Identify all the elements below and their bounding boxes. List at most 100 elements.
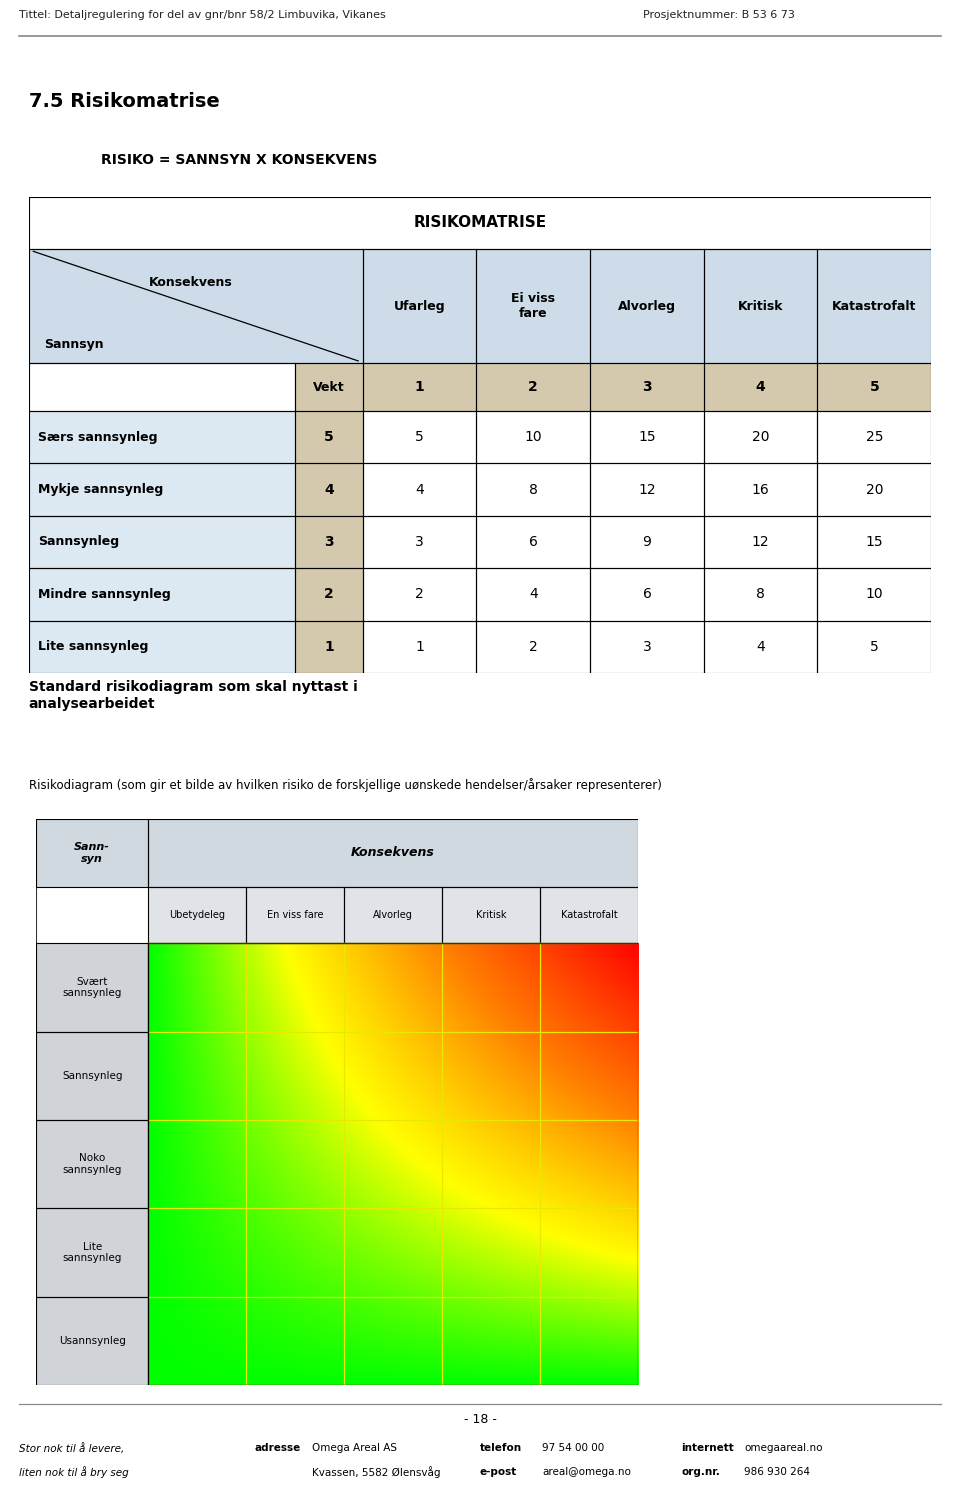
- Text: Mykje sannsynleg: Mykje sannsynleg: [37, 482, 163, 496]
- Bar: [363, 363, 476, 411]
- Text: RISIKOMATRISE: RISIKOMATRISE: [414, 216, 546, 231]
- Text: Konsekvens: Konsekvens: [150, 275, 233, 289]
- Text: 12: 12: [638, 482, 656, 497]
- Bar: [295, 363, 363, 411]
- Text: Alvorleg: Alvorleg: [618, 299, 676, 313]
- Text: 97 54 00 00: 97 54 00 00: [542, 1443, 605, 1453]
- Text: Noko
sannsynleg: Noko sannsynleg: [62, 1154, 122, 1175]
- Text: 3: 3: [642, 380, 652, 395]
- Text: 2: 2: [324, 587, 334, 602]
- Bar: [36, 1208, 148, 1297]
- Bar: [476, 411, 590, 463]
- Bar: [704, 569, 818, 621]
- Bar: [590, 411, 704, 463]
- Bar: [295, 621, 363, 673]
- Text: 9: 9: [642, 535, 652, 549]
- Bar: [704, 463, 818, 515]
- Text: 4: 4: [415, 482, 424, 497]
- Bar: [295, 411, 363, 463]
- Bar: [476, 249, 590, 363]
- Text: 1: 1: [415, 640, 424, 654]
- Text: 3: 3: [324, 535, 334, 549]
- Text: 5: 5: [324, 430, 334, 444]
- Text: Vekt: Vekt: [313, 381, 345, 393]
- Text: Svært
sannsynleg: Svært sannsynleg: [62, 977, 122, 998]
- Text: Lite sannsynleg: Lite sannsynleg: [37, 640, 148, 654]
- Text: adresse: adresse: [254, 1443, 300, 1453]
- Bar: [590, 463, 704, 515]
- Text: Prosjektnummer: B 53 6 73: Prosjektnummer: B 53 6 73: [643, 10, 795, 21]
- Bar: [29, 197, 931, 249]
- Text: 1: 1: [415, 380, 424, 395]
- Text: Sannsyn: Sannsyn: [44, 338, 104, 351]
- Bar: [295, 515, 363, 569]
- Bar: [476, 569, 590, 621]
- Bar: [36, 1120, 148, 1208]
- Text: 4: 4: [529, 587, 538, 602]
- Bar: [540, 887, 638, 944]
- Bar: [704, 249, 818, 363]
- Bar: [590, 363, 704, 411]
- Text: Stor nok til å levere,: Stor nok til å levere,: [19, 1443, 125, 1453]
- Bar: [36, 944, 148, 1032]
- Bar: [148, 819, 638, 887]
- Bar: [363, 411, 476, 463]
- Text: 20: 20: [752, 430, 769, 444]
- Bar: [590, 249, 704, 363]
- Text: Risikodiagram (som gir et bilde av hvilken risiko de forskjellige uønskede hende: Risikodiagram (som gir et bilde av hvilk…: [29, 779, 661, 792]
- Bar: [704, 621, 818, 673]
- Text: 2: 2: [529, 640, 538, 654]
- Bar: [363, 515, 476, 569]
- Text: 986 930 264: 986 930 264: [744, 1467, 810, 1477]
- Bar: [818, 515, 931, 569]
- Text: internett: internett: [682, 1443, 734, 1453]
- Text: Sannsynleg: Sannsynleg: [37, 536, 119, 548]
- Bar: [476, 463, 590, 515]
- Bar: [704, 411, 818, 463]
- Bar: [29, 621, 295, 673]
- Text: 1: 1: [324, 640, 334, 654]
- Text: 10: 10: [866, 587, 883, 602]
- Text: 20: 20: [866, 482, 883, 497]
- Text: 2: 2: [528, 380, 539, 395]
- Bar: [818, 249, 931, 363]
- Text: org.nr.: org.nr.: [682, 1467, 720, 1477]
- Text: areal@omega.no: areal@omega.no: [542, 1467, 632, 1477]
- Text: 5: 5: [870, 380, 879, 395]
- Text: - 18 -: - 18 -: [464, 1413, 496, 1426]
- Bar: [363, 569, 476, 621]
- Text: RISIKO = SANNSYN X KONSEKVENS: RISIKO = SANNSYN X KONSEKVENS: [101, 153, 377, 167]
- Text: Tittel: Detaljregulering for del av gnr/bnr 58/2 Limbuvika, Vikanes: Tittel: Detaljregulering for del av gnr/…: [19, 10, 386, 21]
- Bar: [590, 515, 704, 569]
- Text: 7.5 Risikomatrise: 7.5 Risikomatrise: [29, 92, 220, 112]
- Text: 4: 4: [756, 640, 765, 654]
- Text: Sann-
syn: Sann- syn: [74, 843, 110, 864]
- Text: 3: 3: [642, 640, 651, 654]
- Text: 16: 16: [752, 482, 770, 497]
- Text: 6: 6: [642, 587, 652, 602]
- Bar: [363, 249, 476, 363]
- Text: telefon: telefon: [480, 1443, 522, 1453]
- Text: 5: 5: [415, 430, 424, 444]
- Bar: [29, 411, 295, 463]
- Bar: [344, 887, 443, 944]
- Bar: [36, 1297, 148, 1385]
- Text: 8: 8: [529, 482, 538, 497]
- Text: 10: 10: [524, 430, 542, 444]
- Bar: [29, 569, 295, 621]
- Bar: [295, 569, 363, 621]
- Text: Lite
sannsynleg: Lite sannsynleg: [62, 1242, 122, 1263]
- Text: 8: 8: [756, 587, 765, 602]
- Bar: [590, 621, 704, 673]
- Text: Ei viss
fare: Ei viss fare: [512, 292, 555, 320]
- Text: Ubetydeleg: Ubetydeleg: [169, 910, 225, 920]
- Bar: [36, 819, 148, 887]
- Bar: [443, 887, 540, 944]
- Bar: [476, 363, 590, 411]
- Text: e-post: e-post: [480, 1467, 517, 1477]
- Bar: [36, 1032, 148, 1120]
- Bar: [704, 515, 818, 569]
- Bar: [29, 363, 295, 411]
- Bar: [818, 363, 931, 411]
- Text: 2: 2: [415, 587, 424, 602]
